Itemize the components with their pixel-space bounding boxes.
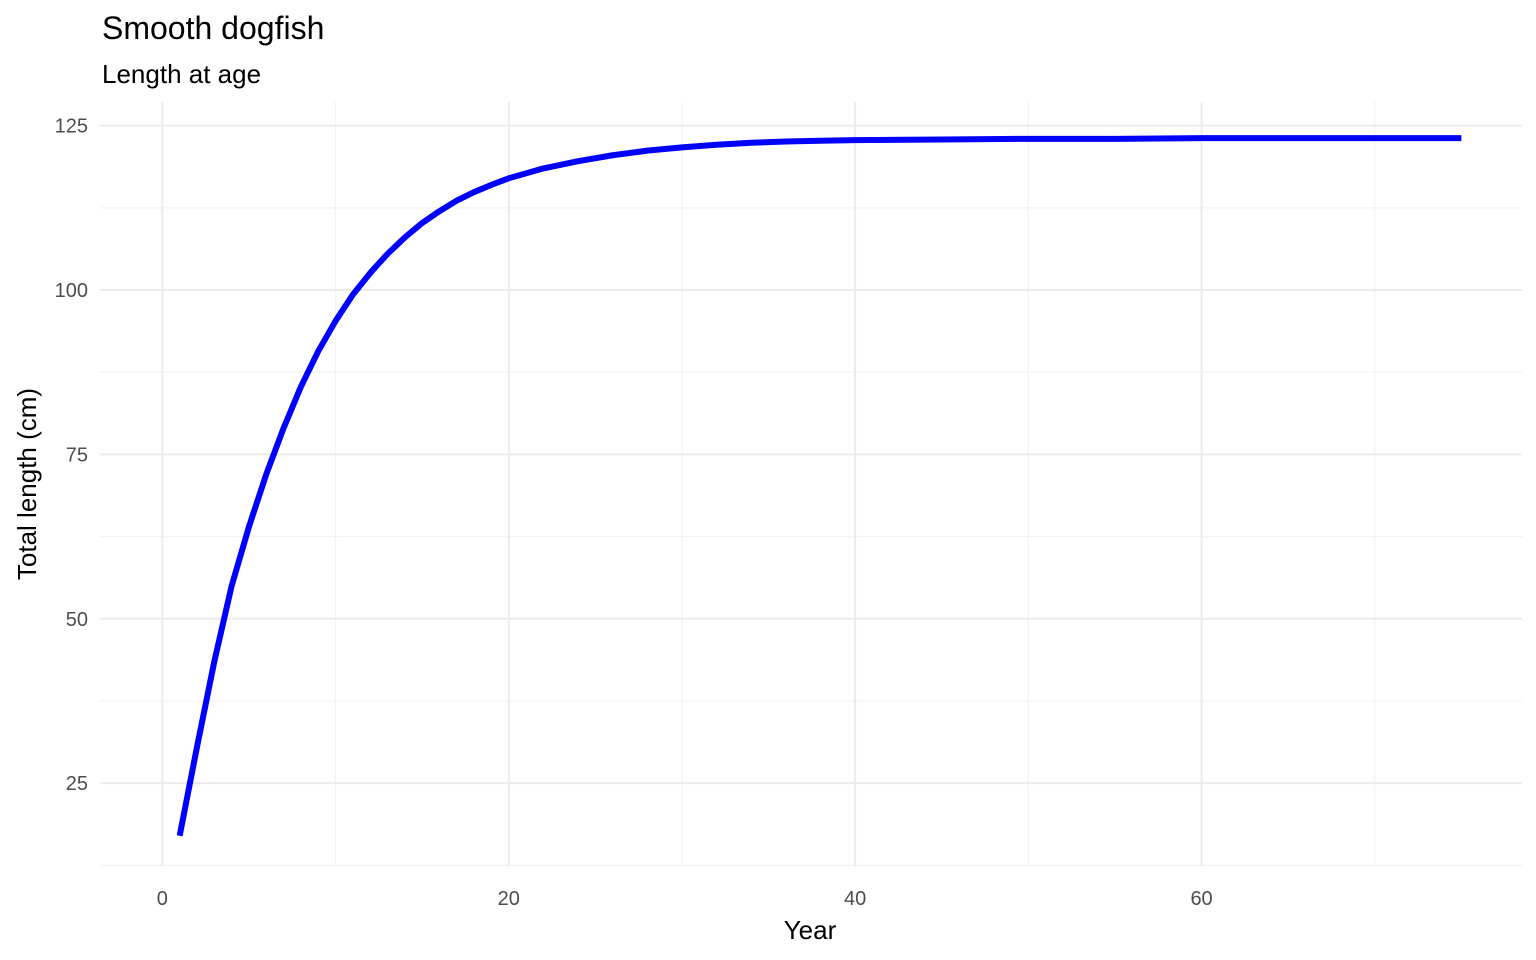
- grid: [100, 102, 1522, 866]
- y-axis-title: Total length (cm): [12, 388, 42, 580]
- tick-labels: 0 20 40 60 25 50 75 100 125: [55, 116, 1213, 910]
- series-layer: [176, 135, 1462, 837]
- x-tick-label: 60: [1190, 888, 1212, 910]
- y-tick-label: 50: [66, 609, 88, 631]
- chart-title: Smooth dogfish: [102, 10, 325, 46]
- x-axis-title: Year: [784, 915, 837, 945]
- x-tick-label: 0: [157, 888, 168, 910]
- y-tick-label: 25: [66, 773, 88, 795]
- x-tick-label: 40: [844, 888, 866, 910]
- y-tick-label: 75: [66, 444, 88, 466]
- x-tick-label: 20: [498, 888, 520, 910]
- y-tick-label: 100: [55, 280, 88, 302]
- y-tick-label: 125: [55, 116, 88, 138]
- chart-subtitle: Length at age: [102, 59, 262, 89]
- series-line: [176, 135, 1462, 837]
